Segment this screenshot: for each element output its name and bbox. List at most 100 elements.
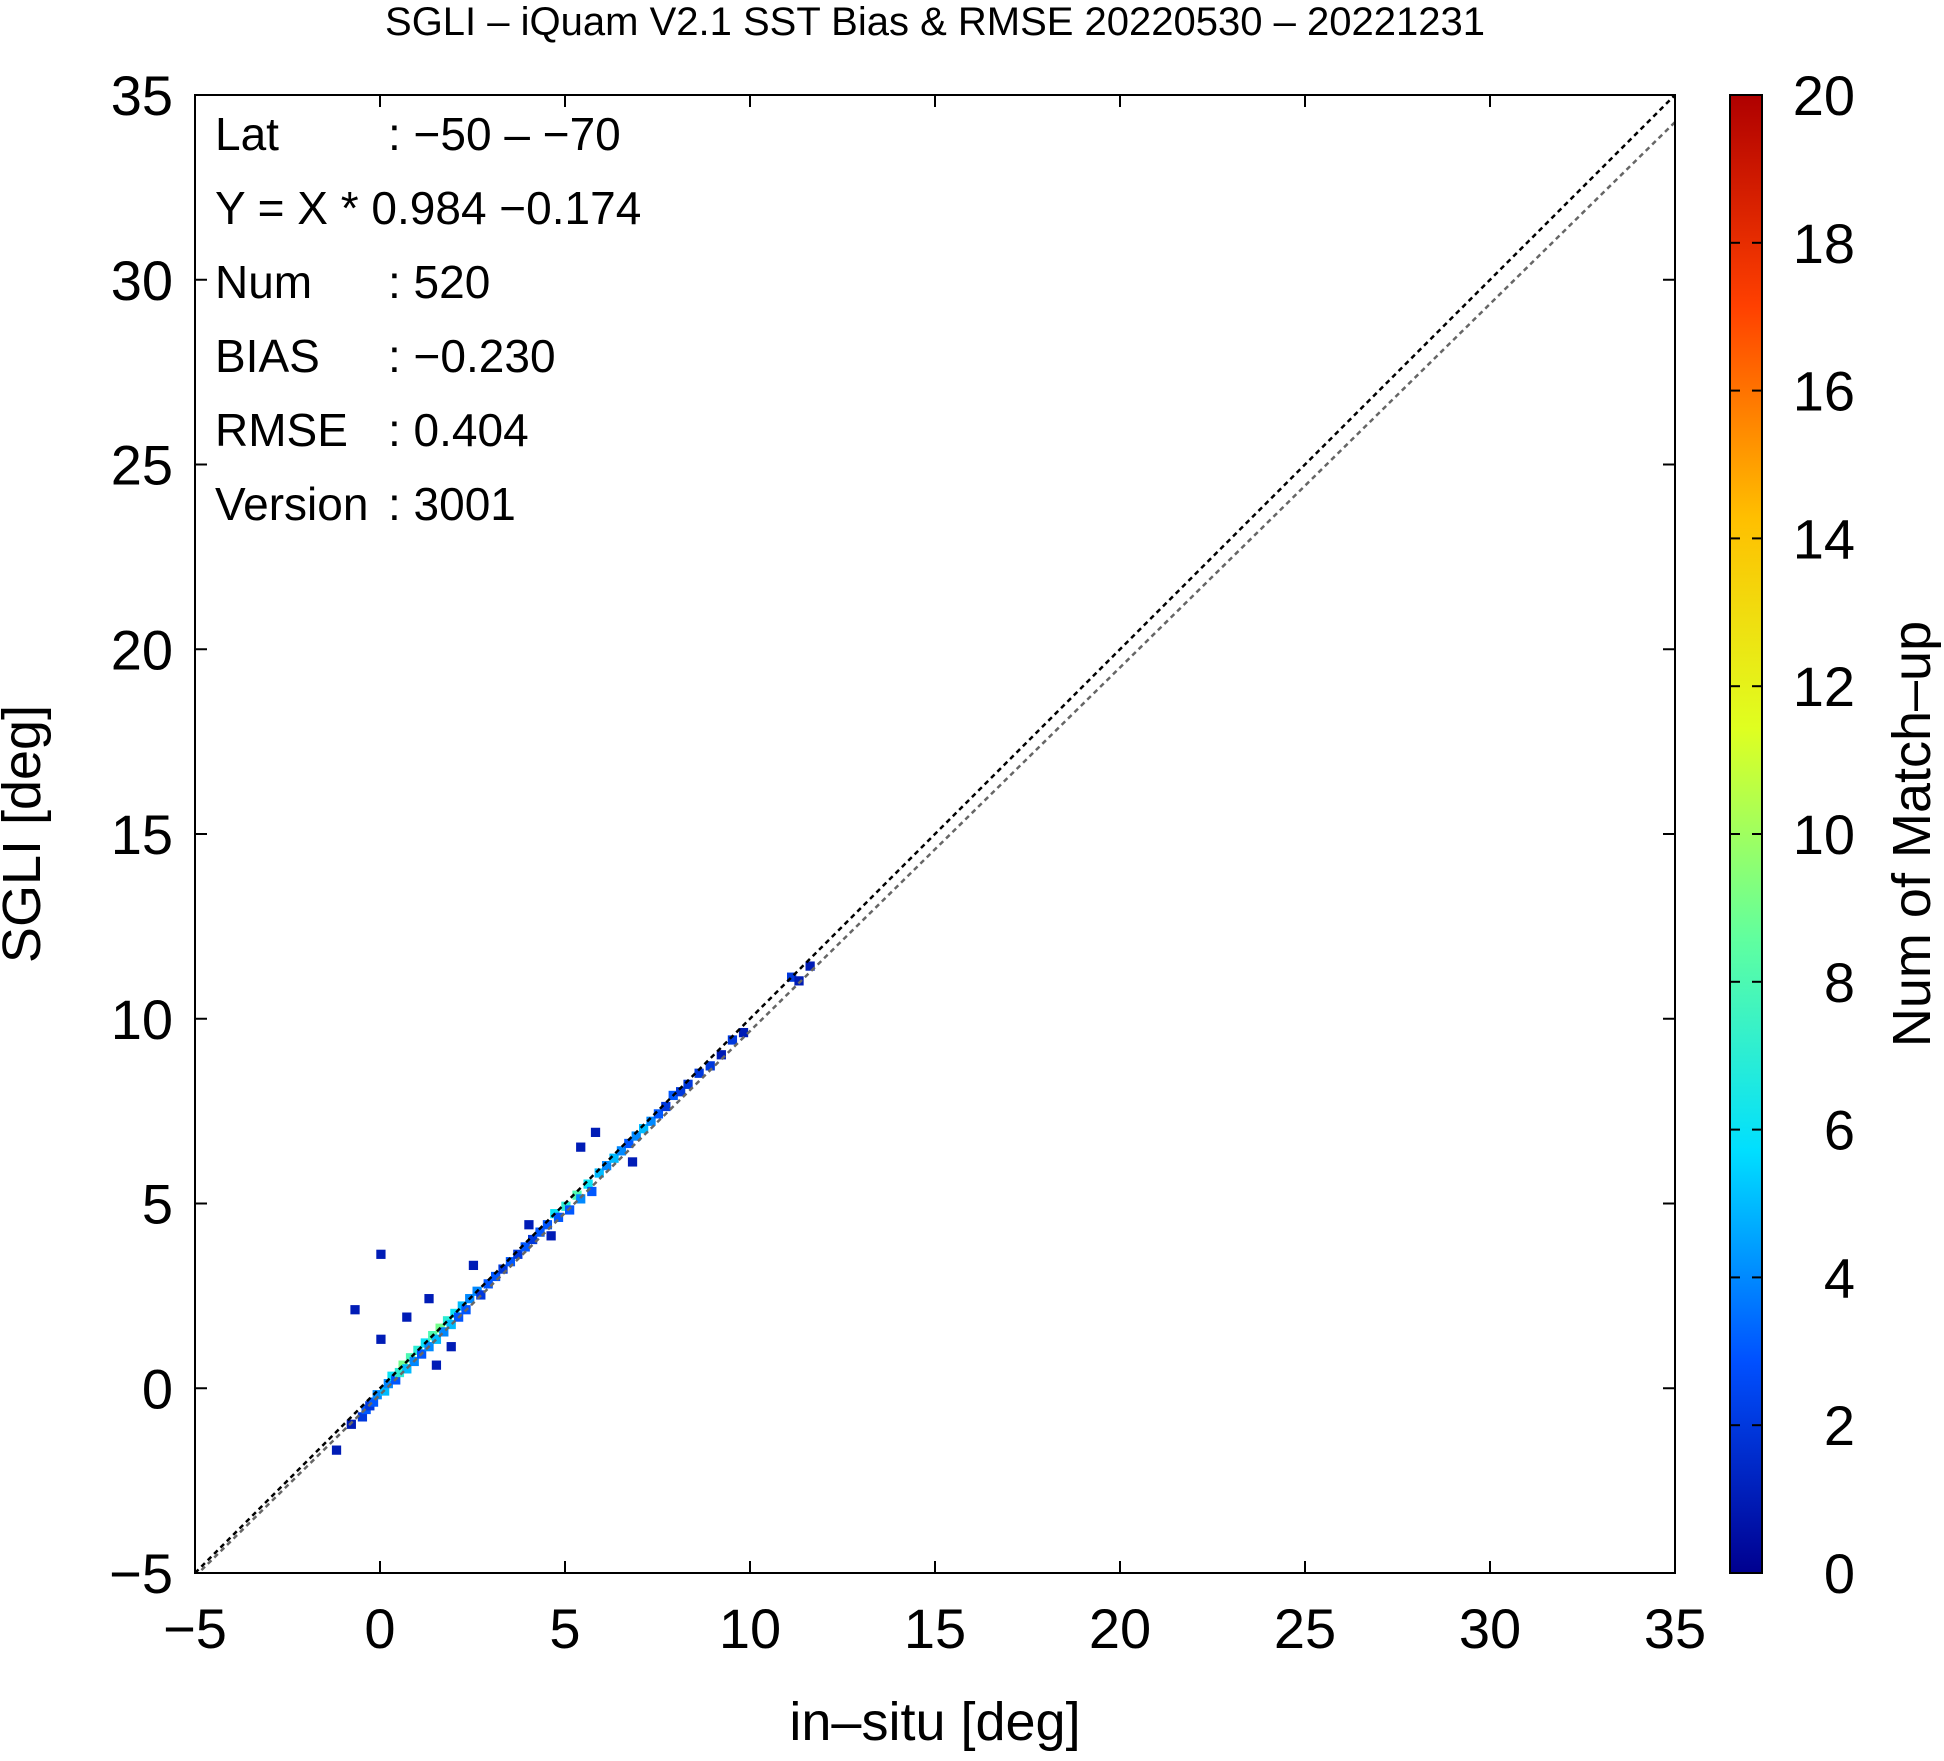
y-tick-label: 15 (111, 803, 173, 866)
colorbar-tick-label: 20 (1793, 64, 1855, 127)
colorbar-tick-label: 12 (1793, 655, 1855, 718)
density-cell (528, 1234, 538, 1245)
stat-value: : 520 (388, 256, 490, 308)
density-cell (402, 1312, 412, 1322)
y-tick-label: 20 (111, 618, 173, 681)
density-cell (439, 1327, 449, 1337)
reference-line (195, 95, 1675, 1573)
density-cell (524, 1220, 534, 1230)
density-cell (594, 1168, 604, 1178)
density-cell (631, 1131, 641, 1141)
density-cell (357, 1412, 368, 1422)
density-cell (520, 1242, 530, 1252)
density-cell (542, 1220, 553, 1230)
density-cell (402, 1364, 412, 1374)
stat-label: Version (215, 478, 368, 530)
stat-label: Lat (215, 108, 279, 160)
density-cell (376, 1249, 386, 1259)
stat-value: : 3001 (388, 478, 516, 530)
density-cell (716, 1050, 726, 1060)
colorbar-tick-label: 16 (1793, 360, 1855, 423)
y-axis-ticks: −5 0 5 10 15 20 25 30 35 (109, 64, 1675, 1605)
density-cell (590, 1127, 601, 1137)
density-cell (498, 1264, 508, 1274)
density-cell (794, 976, 804, 986)
density-cell (546, 1231, 556, 1241)
density-cell (513, 1249, 523, 1259)
y-tick-label: 35 (111, 64, 173, 127)
x-tick-label: 0 (364, 1597, 395, 1660)
density-cell (553, 1212, 564, 1222)
y-tick-label: 30 (111, 249, 173, 312)
density-cell (676, 1087, 686, 1097)
density-cell (394, 1367, 405, 1378)
density-cell (535, 1227, 545, 1237)
y-tick-label: 10 (111, 988, 173, 1051)
x-tick-label: 15 (904, 1597, 966, 1660)
density-cell (602, 1161, 612, 1171)
density-cell (431, 1360, 442, 1370)
chart-title: SGLI – iQuam V2.1 SST Bias & RMSE 202205… (385, 0, 1485, 44)
density-cell (616, 1146, 627, 1156)
y-axis-label: SGLI [deg] (0, 705, 52, 963)
stat-value: : −0.230 (388, 330, 556, 382)
colorbar-tick-label: 2 (1824, 1394, 1855, 1457)
y-tick-label: 5 (142, 1173, 173, 1236)
density-cell (368, 1397, 379, 1407)
density-cell (661, 1101, 671, 1112)
colorbar-tick-label: 0 (1824, 1542, 1855, 1605)
density-cell (738, 1027, 749, 1038)
colorbar-tick-label: 8 (1824, 951, 1855, 1014)
stat-label: BIAS (215, 330, 320, 382)
density-cell (383, 1379, 393, 1389)
stat-value: : −50 – −70 (388, 108, 621, 160)
x-tick-label: 25 (1274, 1597, 1336, 1660)
x-tick-label: 30 (1459, 1597, 1521, 1660)
x-axis-label: in–situ [deg] (789, 1692, 1080, 1752)
density-cell (350, 1305, 360, 1315)
colorbar-ticks: 0 2 4 6 8 10 12 14 16 18 20 (1730, 64, 1855, 1605)
colorbar-label: Num of Match–up (1882, 621, 1942, 1047)
colorbar-tick-label: 18 (1793, 212, 1855, 275)
density-cell (624, 1138, 634, 1149)
density-cell (576, 1142, 586, 1152)
x-tick-label: 35 (1644, 1597, 1706, 1660)
stat-value: : 0.404 (388, 404, 529, 456)
density-cell (627, 1157, 638, 1167)
density-cell (483, 1279, 493, 1289)
density-cell (446, 1319, 456, 1330)
y-tick-label: −5 (109, 1542, 173, 1605)
density-cell (705, 1061, 715, 1071)
density-cell (476, 1290, 486, 1300)
density-cell (431, 1334, 442, 1344)
colorbar-tick-label: 14 (1793, 507, 1855, 570)
density-cell (653, 1109, 664, 1119)
y-tick-label: 0 (142, 1357, 173, 1420)
density-cell (683, 1079, 693, 1089)
density-cell (372, 1390, 382, 1400)
density-cell (331, 1445, 342, 1455)
density-cell (609, 1153, 619, 1163)
density-cell (424, 1294, 434, 1304)
x-tick-label: −5 (163, 1597, 227, 1660)
colorbar-tick-label: 4 (1824, 1246, 1855, 1309)
density-cell (787, 972, 797, 982)
density-cell (505, 1257, 516, 1267)
density-cell (376, 1334, 386, 1344)
density-cell (491, 1271, 501, 1282)
density-cell (446, 1342, 456, 1352)
x-tick-label: 20 (1089, 1597, 1151, 1660)
colorbar-tick-label: 10 (1793, 803, 1855, 866)
x-tick-label: 10 (719, 1597, 781, 1660)
density-cell (639, 1124, 649, 1134)
stats-box: Lat: −50 – −70 Y = X * 0.984 −0.174 Num: 5… (215, 108, 641, 530)
y-tick-label: 25 (111, 434, 173, 497)
x-axis-ticks: −5 0 5 10 15 20 25 30 35 (163, 95, 1706, 1660)
x-tick-label: 5 (549, 1597, 580, 1660)
density-cell (576, 1194, 586, 1204)
reference-lines (195, 95, 1675, 1573)
density-cells (331, 961, 815, 1455)
stat-label: RMSE (215, 404, 348, 456)
